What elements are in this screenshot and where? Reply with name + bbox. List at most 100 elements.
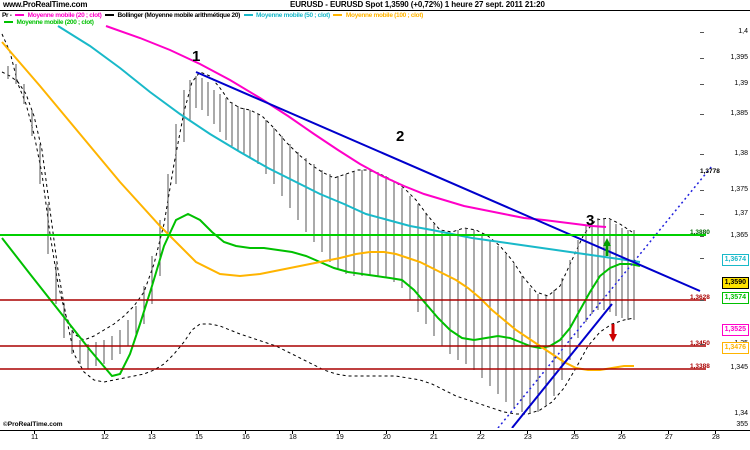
legend-swatch-icon bbox=[15, 13, 25, 16]
legend-swatch-icon bbox=[105, 13, 115, 16]
ma100-line bbox=[1, 41, 634, 371]
site-url-label: www.ProRealTime.com bbox=[3, 0, 88, 9]
axis-tick bbox=[668, 431, 669, 434]
axis-tick bbox=[700, 58, 704, 59]
price-axis-label: 1,365 bbox=[730, 232, 748, 239]
legend-label: Bollinger (Moyenne mobile arithmétique 2… bbox=[117, 12, 241, 19]
time-axis-label: 20 bbox=[383, 434, 391, 441]
footer-url-label: ©ProRealTime.com bbox=[3, 421, 63, 428]
legend-item-ma100[interactable]: Moyenne mobile (100 ; clot) bbox=[331, 12, 423, 19]
price-axis-label: 1,375 bbox=[730, 186, 748, 193]
time-axis-label: 16 bbox=[242, 434, 250, 441]
time-axis-label: 13 bbox=[148, 434, 156, 441]
header-divider bbox=[0, 10, 750, 11]
annotation-swing-2: 2 bbox=[396, 128, 405, 145]
time-axis-label: 21 bbox=[430, 434, 438, 441]
price-box-ma100[interactable]: 1,3476 bbox=[721, 342, 749, 354]
axis-tick bbox=[245, 431, 246, 434]
hline-label-3: 1,3450 bbox=[690, 340, 710, 347]
time-axis-label: 15 bbox=[195, 434, 203, 441]
indicator-legend: Pr - Moyenne mobile (20 ; clot) Bollinge… bbox=[2, 12, 748, 26]
time-axis-label: 25 bbox=[571, 434, 579, 441]
axis-tick bbox=[574, 431, 575, 434]
price-axis-label: 1,395 bbox=[730, 54, 748, 61]
trendline-price-label: 1,3778 bbox=[700, 168, 720, 175]
up-arrow-icon bbox=[603, 238, 611, 256]
legend-label: Moyenne mobile (20 ; clot) bbox=[27, 12, 102, 19]
time-axis-label: 26 bbox=[618, 434, 626, 441]
chart-header: www.ProRealTime.com EURUSD - EURUSD Spot… bbox=[0, 0, 750, 11]
price-axis-label: 1,37 bbox=[734, 210, 748, 217]
hline-label-2: 1,3628 bbox=[690, 294, 710, 301]
ma200-line bbox=[1, 212, 641, 378]
axis-tick bbox=[700, 190, 704, 191]
axis-tick bbox=[339, 431, 340, 434]
ohlc-price-bars bbox=[7, 64, 635, 414]
time-axis-label: 12 bbox=[101, 434, 109, 441]
axis-tick bbox=[700, 344, 704, 345]
axis-tick bbox=[480, 431, 481, 434]
price-axis-label: 1,39 bbox=[734, 80, 748, 87]
time-axis-label: 22 bbox=[477, 434, 485, 441]
axis-tick bbox=[292, 431, 293, 434]
price-chart-canvas[interactable] bbox=[0, 24, 750, 428]
price-box-ma50[interactable]: 1,3674 bbox=[721, 254, 749, 266]
price-box-ma200[interactable]: 1,3574 bbox=[721, 292, 749, 304]
price-axis-label: 1,38 bbox=[734, 150, 748, 157]
axis-tick bbox=[700, 214, 704, 215]
annotation-swing-1: 1 bbox=[192, 48, 201, 65]
legend-label: Moyenne mobile (200 ; clot) bbox=[16, 19, 94, 26]
hline-label-1: 1,3880 bbox=[690, 229, 710, 236]
legend-swatch-icon bbox=[243, 13, 253, 16]
time-axis-label: 23 bbox=[524, 434, 532, 441]
hline-label-4: 1,3388 bbox=[690, 363, 710, 370]
legend-label: Moyenne mobile (100 ; clot) bbox=[345, 12, 424, 19]
legend-item-ma200[interactable]: Moyenne mobile (200 ; clot) bbox=[2, 19, 94, 26]
axis-tick bbox=[198, 431, 199, 434]
price-axis[interactable]: 1,4 1,395 1,39 1,385 1,38 1,375 1,37 1,3… bbox=[698, 24, 750, 428]
axis-tick bbox=[34, 431, 35, 434]
price-axis-label: 1,34 bbox=[734, 410, 748, 417]
corner-value-label: 355 bbox=[736, 421, 748, 428]
axis-tick bbox=[700, 300, 704, 301]
axis-tick bbox=[715, 431, 716, 434]
descending-trendline bbox=[195, 71, 701, 292]
time-axis-label: 11 bbox=[31, 434, 39, 441]
axis-tick bbox=[700, 114, 704, 115]
time-axis-label: 18 bbox=[289, 434, 297, 441]
legend-item-ma20[interactable]: Moyenne mobile (20 ; clot) bbox=[13, 12, 103, 19]
legend-label: Moyenne mobile (50 ; clot) bbox=[256, 12, 330, 19]
time-axis-label: 28 bbox=[712, 434, 720, 441]
axis-tick bbox=[700, 154, 704, 155]
axis-tick bbox=[700, 258, 704, 259]
axis-tick bbox=[700, 32, 704, 33]
price-axis-label: 1,345 bbox=[730, 364, 748, 371]
legend-swatch-icon bbox=[333, 13, 343, 16]
axis-tick bbox=[700, 236, 704, 237]
axis-tick bbox=[621, 431, 622, 434]
legend-prefix: Pr - bbox=[2, 12, 12, 19]
annotation-swing-3: 3 bbox=[586, 212, 595, 229]
ma20-line bbox=[105, 25, 607, 228]
axis-tick bbox=[104, 431, 105, 434]
down-arrow-icon bbox=[609, 324, 617, 342]
axis-tick bbox=[386, 431, 387, 434]
instrument-title: EURUSD - EURUSD Spot 1,3590 (+0,72%) 1 h… bbox=[290, 0, 545, 9]
ascending-trendline-support bbox=[511, 303, 613, 428]
price-box-last[interactable]: 1,3590 bbox=[721, 277, 749, 289]
price-axis-label: 1,4 bbox=[738, 28, 748, 35]
axis-tick bbox=[433, 431, 434, 434]
legend-swatch-icon bbox=[4, 20, 13, 23]
axis-tick bbox=[151, 431, 152, 434]
legend-item-ma50[interactable]: Moyenne mobile (50 ; clot) bbox=[242, 12, 332, 19]
time-axis-label: 19 bbox=[336, 434, 344, 441]
axis-tick bbox=[527, 431, 528, 434]
legend-item-bollinger[interactable]: Bollinger (Moyenne mobile arithmétique 2… bbox=[103, 12, 242, 19]
price-axis-label: 1,385 bbox=[730, 110, 748, 117]
axis-tick bbox=[700, 84, 704, 85]
projected-trendline bbox=[497, 165, 713, 428]
price-box-ma20[interactable]: 1,3525 bbox=[721, 324, 749, 336]
ma50-line bbox=[57, 25, 641, 263]
time-axis-label: 27 bbox=[665, 434, 673, 441]
